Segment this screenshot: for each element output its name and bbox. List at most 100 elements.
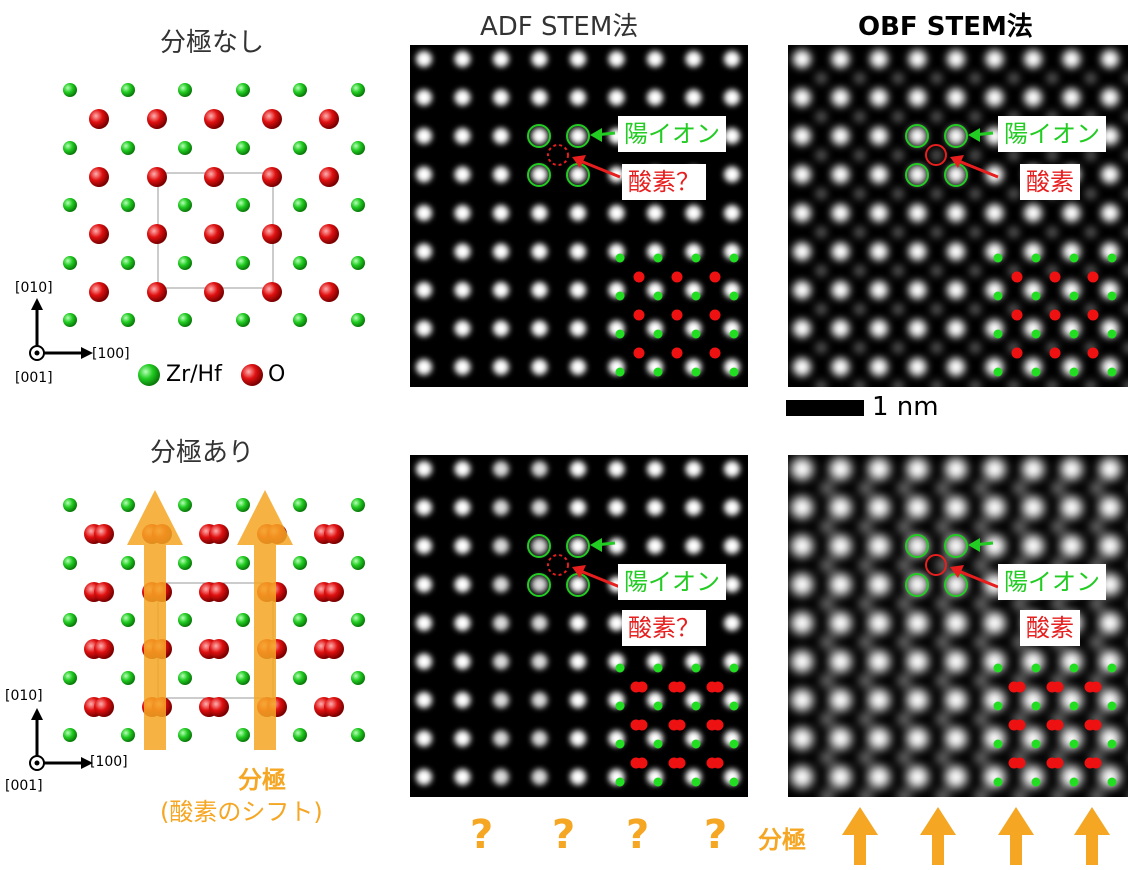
callout-cation-adf-bottom: 陽イオン (618, 564, 726, 600)
mini-cation-atom (993, 291, 1003, 301)
stem-atom-column (493, 461, 509, 477)
stem-oxygen-column (969, 380, 982, 387)
polarization-arrow-up-icon (920, 807, 956, 865)
obf-image-unpolarized (788, 45, 1128, 387)
stem-oxygen-column (820, 519, 835, 534)
stem-oxygen-column (974, 596, 989, 611)
stem-atom-column (945, 766, 967, 788)
stem-oxygen-column (892, 226, 905, 239)
mini-oxygen-atom (1011, 347, 1023, 359)
stem-oxygen-column (1084, 187, 1097, 200)
stem-atom-column (454, 615, 471, 631)
stem-atom-column (829, 535, 852, 557)
stem-atom-column (831, 88, 850, 107)
stem-oxygen-column (1123, 341, 1128, 354)
stem-oxygen-column (935, 596, 950, 611)
stem-oxygen-column (815, 380, 828, 387)
oxygen-atom (89, 109, 109, 129)
mini-cation-atom (653, 253, 663, 263)
stem-atom-column (493, 205, 509, 221)
stem-atom-column (608, 89, 625, 106)
stem-oxygen-column (858, 519, 873, 534)
mini-oxygen-atom (712, 719, 724, 731)
stem-atom-column (868, 573, 890, 596)
stem-oxygen-column (935, 481, 950, 496)
cation-atom (293, 256, 307, 270)
oxygen-highlight-circle (547, 554, 569, 576)
mini-cation-atom (691, 329, 701, 339)
stem-atom-column (945, 535, 967, 557)
mini-oxygen-atom (1014, 757, 1026, 769)
stem-atom-column (570, 769, 586, 785)
stem-atom-column (570, 499, 586, 516)
stem-oxygen-column (897, 635, 912, 650)
mini-oxygen-atom (709, 347, 721, 359)
stem-oxygen-column (935, 750, 950, 765)
stem-oxygen-column (858, 712, 873, 727)
cation-atom (121, 141, 135, 155)
stem-oxygen-column (1084, 380, 1097, 387)
stem-atom-column (870, 127, 888, 145)
stem-oxygen-column (897, 519, 912, 534)
cation-atom (236, 498, 250, 512)
stem-atom-column (685, 538, 702, 554)
stem-oxygen-column (1089, 481, 1104, 496)
stem-atom-column (1024, 204, 1042, 222)
cation-atom (178, 256, 192, 270)
axis-label-100-bottom: [100] (90, 754, 128, 770)
mini-oxygen-atom (1087, 271, 1099, 283)
stem-atom-column (793, 50, 811, 68)
oxygen-highlight-circle (547, 144, 569, 166)
oxygen-atom (89, 167, 109, 187)
stem-atom-column (793, 242, 811, 261)
stem-atom-column (829, 727, 852, 750)
stem-atom-column (983, 496, 1006, 519)
stem-atom-column (724, 89, 740, 106)
stem-atom-column (906, 650, 929, 673)
polarization-arrows-bottom (842, 807, 1110, 865)
oxygen-highlight-circle (925, 554, 947, 576)
mini-cation-atom (1107, 367, 1117, 377)
stem-atom-column (493, 692, 509, 708)
mini-oxygen-atom (671, 347, 683, 359)
stem-atom-column (1101, 204, 1119, 222)
stem-oxygen-column (1123, 264, 1128, 277)
stem-atom-column (791, 612, 813, 634)
stem-atom-column (454, 320, 471, 337)
stem-atom-column (493, 166, 509, 183)
stem-atom-column (1099, 496, 1121, 519)
mini-cation-atom (615, 739, 625, 749)
stem-atom-column (793, 281, 811, 299)
mini-cation-atom (1031, 253, 1041, 263)
mini-cation-atom (729, 663, 739, 673)
cation-atom (178, 671, 192, 685)
stem-atom-column (493, 653, 509, 670)
mini-cation-atom (993, 701, 1003, 711)
stem-atom-column (454, 499, 471, 516)
mini-cation-atom (1107, 663, 1117, 673)
stem-atom-column (454, 166, 471, 183)
stem-oxygen-column (815, 341, 828, 354)
stem-oxygen-column (1046, 149, 1059, 162)
stem-atom-column (829, 650, 852, 673)
cation-atom (351, 671, 365, 685)
mini-cation-atom (691, 291, 701, 301)
stem-oxygen-column (1046, 380, 1059, 387)
cation-atom (63, 671, 77, 685)
stem-oxygen-column (1007, 149, 1020, 162)
stem-atom-column (868, 496, 890, 519)
stem-oxygen-column (858, 558, 873, 573)
stem-atom-column (416, 576, 432, 593)
stem-oxygen-column (1051, 481, 1066, 496)
stem-oxygen-column (892, 72, 905, 85)
stem-atom-column (724, 128, 740, 144)
stem-atom-column (724, 205, 740, 221)
stem-oxygen-column (1051, 789, 1066, 797)
axis-label-010-top: [010] (15, 280, 53, 296)
mini-cation-atom (691, 253, 701, 263)
stem-atom-column (570, 243, 586, 260)
stem-oxygen-column (892, 341, 905, 354)
cation-atom (236, 556, 250, 570)
mini-cation-atom (729, 291, 739, 301)
stem-oxygen-column (935, 558, 950, 573)
